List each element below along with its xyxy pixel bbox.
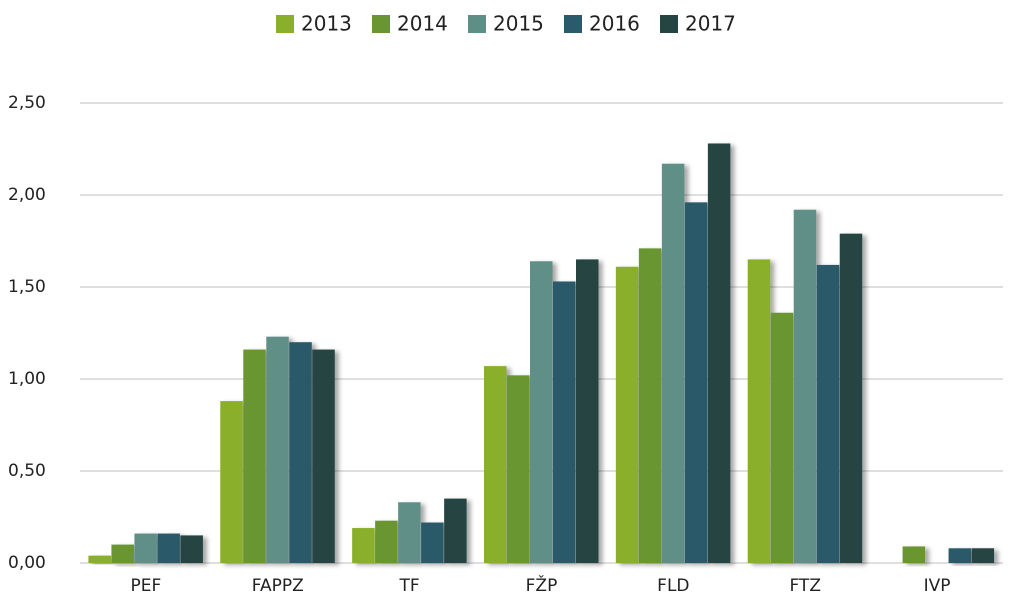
bar (948, 548, 972, 563)
bar (243, 349, 266, 563)
legend-label: 2017 (685, 12, 736, 36)
x-tick-label: FTZ (789, 576, 821, 596)
bar (266, 336, 289, 563)
bar (530, 261, 553, 563)
bar (220, 401, 243, 563)
bar (707, 143, 731, 564)
bar (444, 498, 467, 563)
y-tick-label: 0,00 (8, 553, 46, 573)
legend-label: 2015 (493, 12, 544, 36)
legend-swatch (564, 15, 582, 33)
bar (793, 209, 817, 563)
bar (576, 259, 599, 563)
bar (180, 535, 203, 563)
bar (134, 533, 157, 563)
x-tick-label: PEF (131, 576, 162, 596)
x-tick-label: FLD (657, 576, 689, 596)
y-tick-label: 1,50 (8, 277, 46, 297)
legend-label: 2014 (397, 12, 448, 36)
legend-swatch (372, 15, 390, 33)
bar (770, 312, 794, 563)
x-tick-label: FAPPZ (252, 576, 304, 596)
bar (971, 548, 995, 563)
bar (615, 266, 639, 563)
bar (638, 248, 662, 564)
bar (816, 264, 840, 563)
bar (421, 522, 444, 563)
legend-swatch (276, 15, 294, 33)
bar (375, 520, 398, 563)
legend-label: 2016 (589, 12, 640, 36)
y-tick-label: 0,50 (8, 461, 46, 481)
bar (747, 259, 771, 563)
y-tick-label: 2,00 (8, 185, 46, 205)
bar (88, 555, 111, 563)
bar (111, 544, 134, 563)
bar (507, 375, 530, 563)
x-tick-label: TF (399, 576, 420, 596)
bar (157, 533, 180, 563)
bar (661, 163, 685, 563)
bar (484, 366, 507, 563)
y-tick-label: 1,00 (8, 369, 46, 389)
bar (684, 202, 708, 564)
x-tick-label: FŽP (526, 574, 558, 596)
y-tick-label: 2,50 (8, 93, 46, 113)
legend-swatch (660, 15, 678, 33)
bar (289, 342, 312, 563)
bar (352, 528, 375, 563)
bar (312, 349, 335, 563)
x-tick-label: IVP (924, 576, 951, 596)
bar (902, 546, 926, 563)
bar (398, 502, 421, 563)
legend-label: 2013 (301, 12, 352, 36)
legend-swatch (468, 15, 486, 33)
bar (553, 281, 576, 563)
bar (839, 233, 863, 563)
